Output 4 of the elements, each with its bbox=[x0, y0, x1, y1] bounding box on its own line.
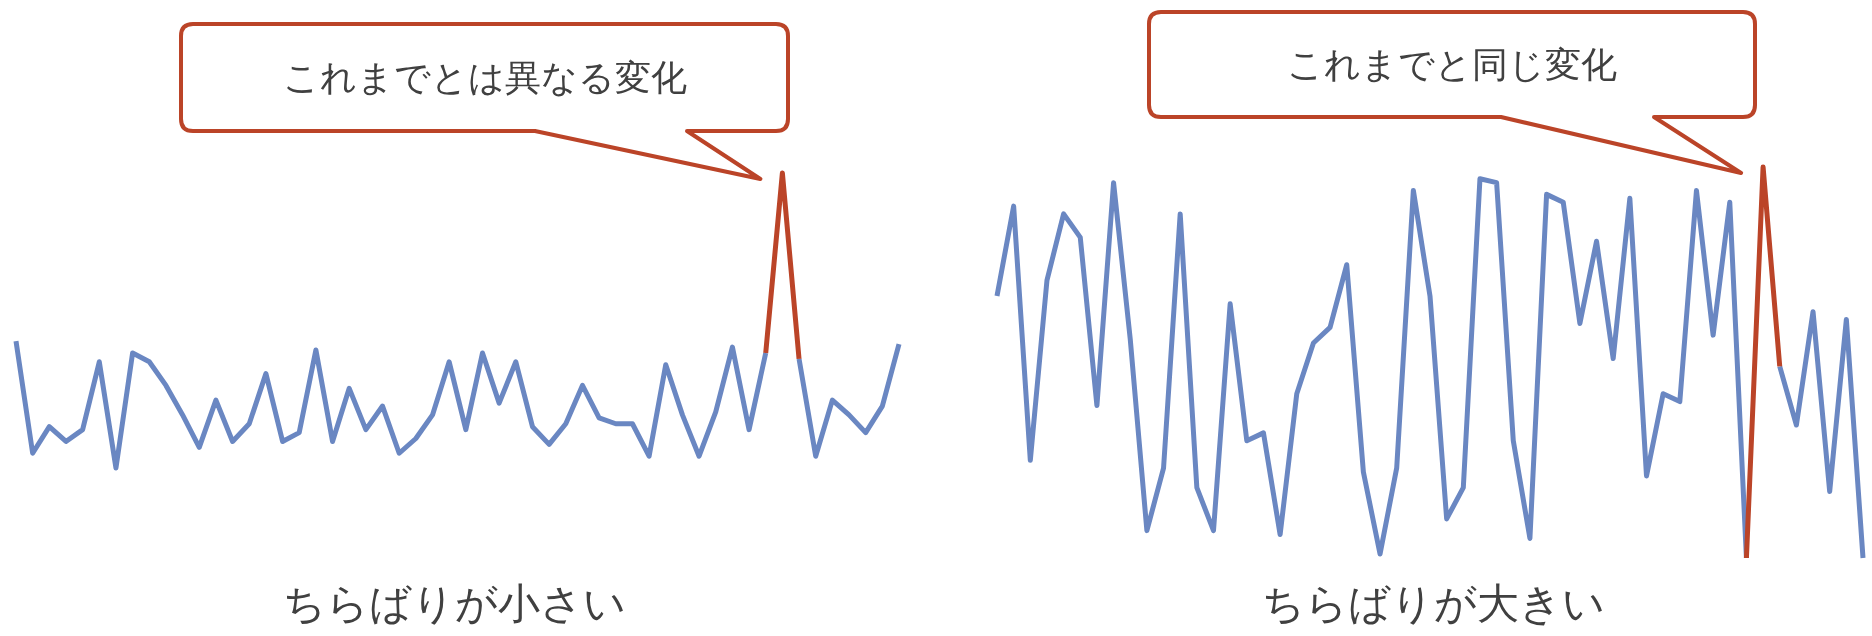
text: これまでとは異なる変化 bbox=[282, 56, 687, 98]
text: これまでと同じ変化 bbox=[1287, 43, 1617, 85]
x-axis-title: ちらばりが小さい bbox=[282, 580, 626, 627]
x-axis-title: ちらばりが大きい bbox=[1261, 580, 1605, 627]
